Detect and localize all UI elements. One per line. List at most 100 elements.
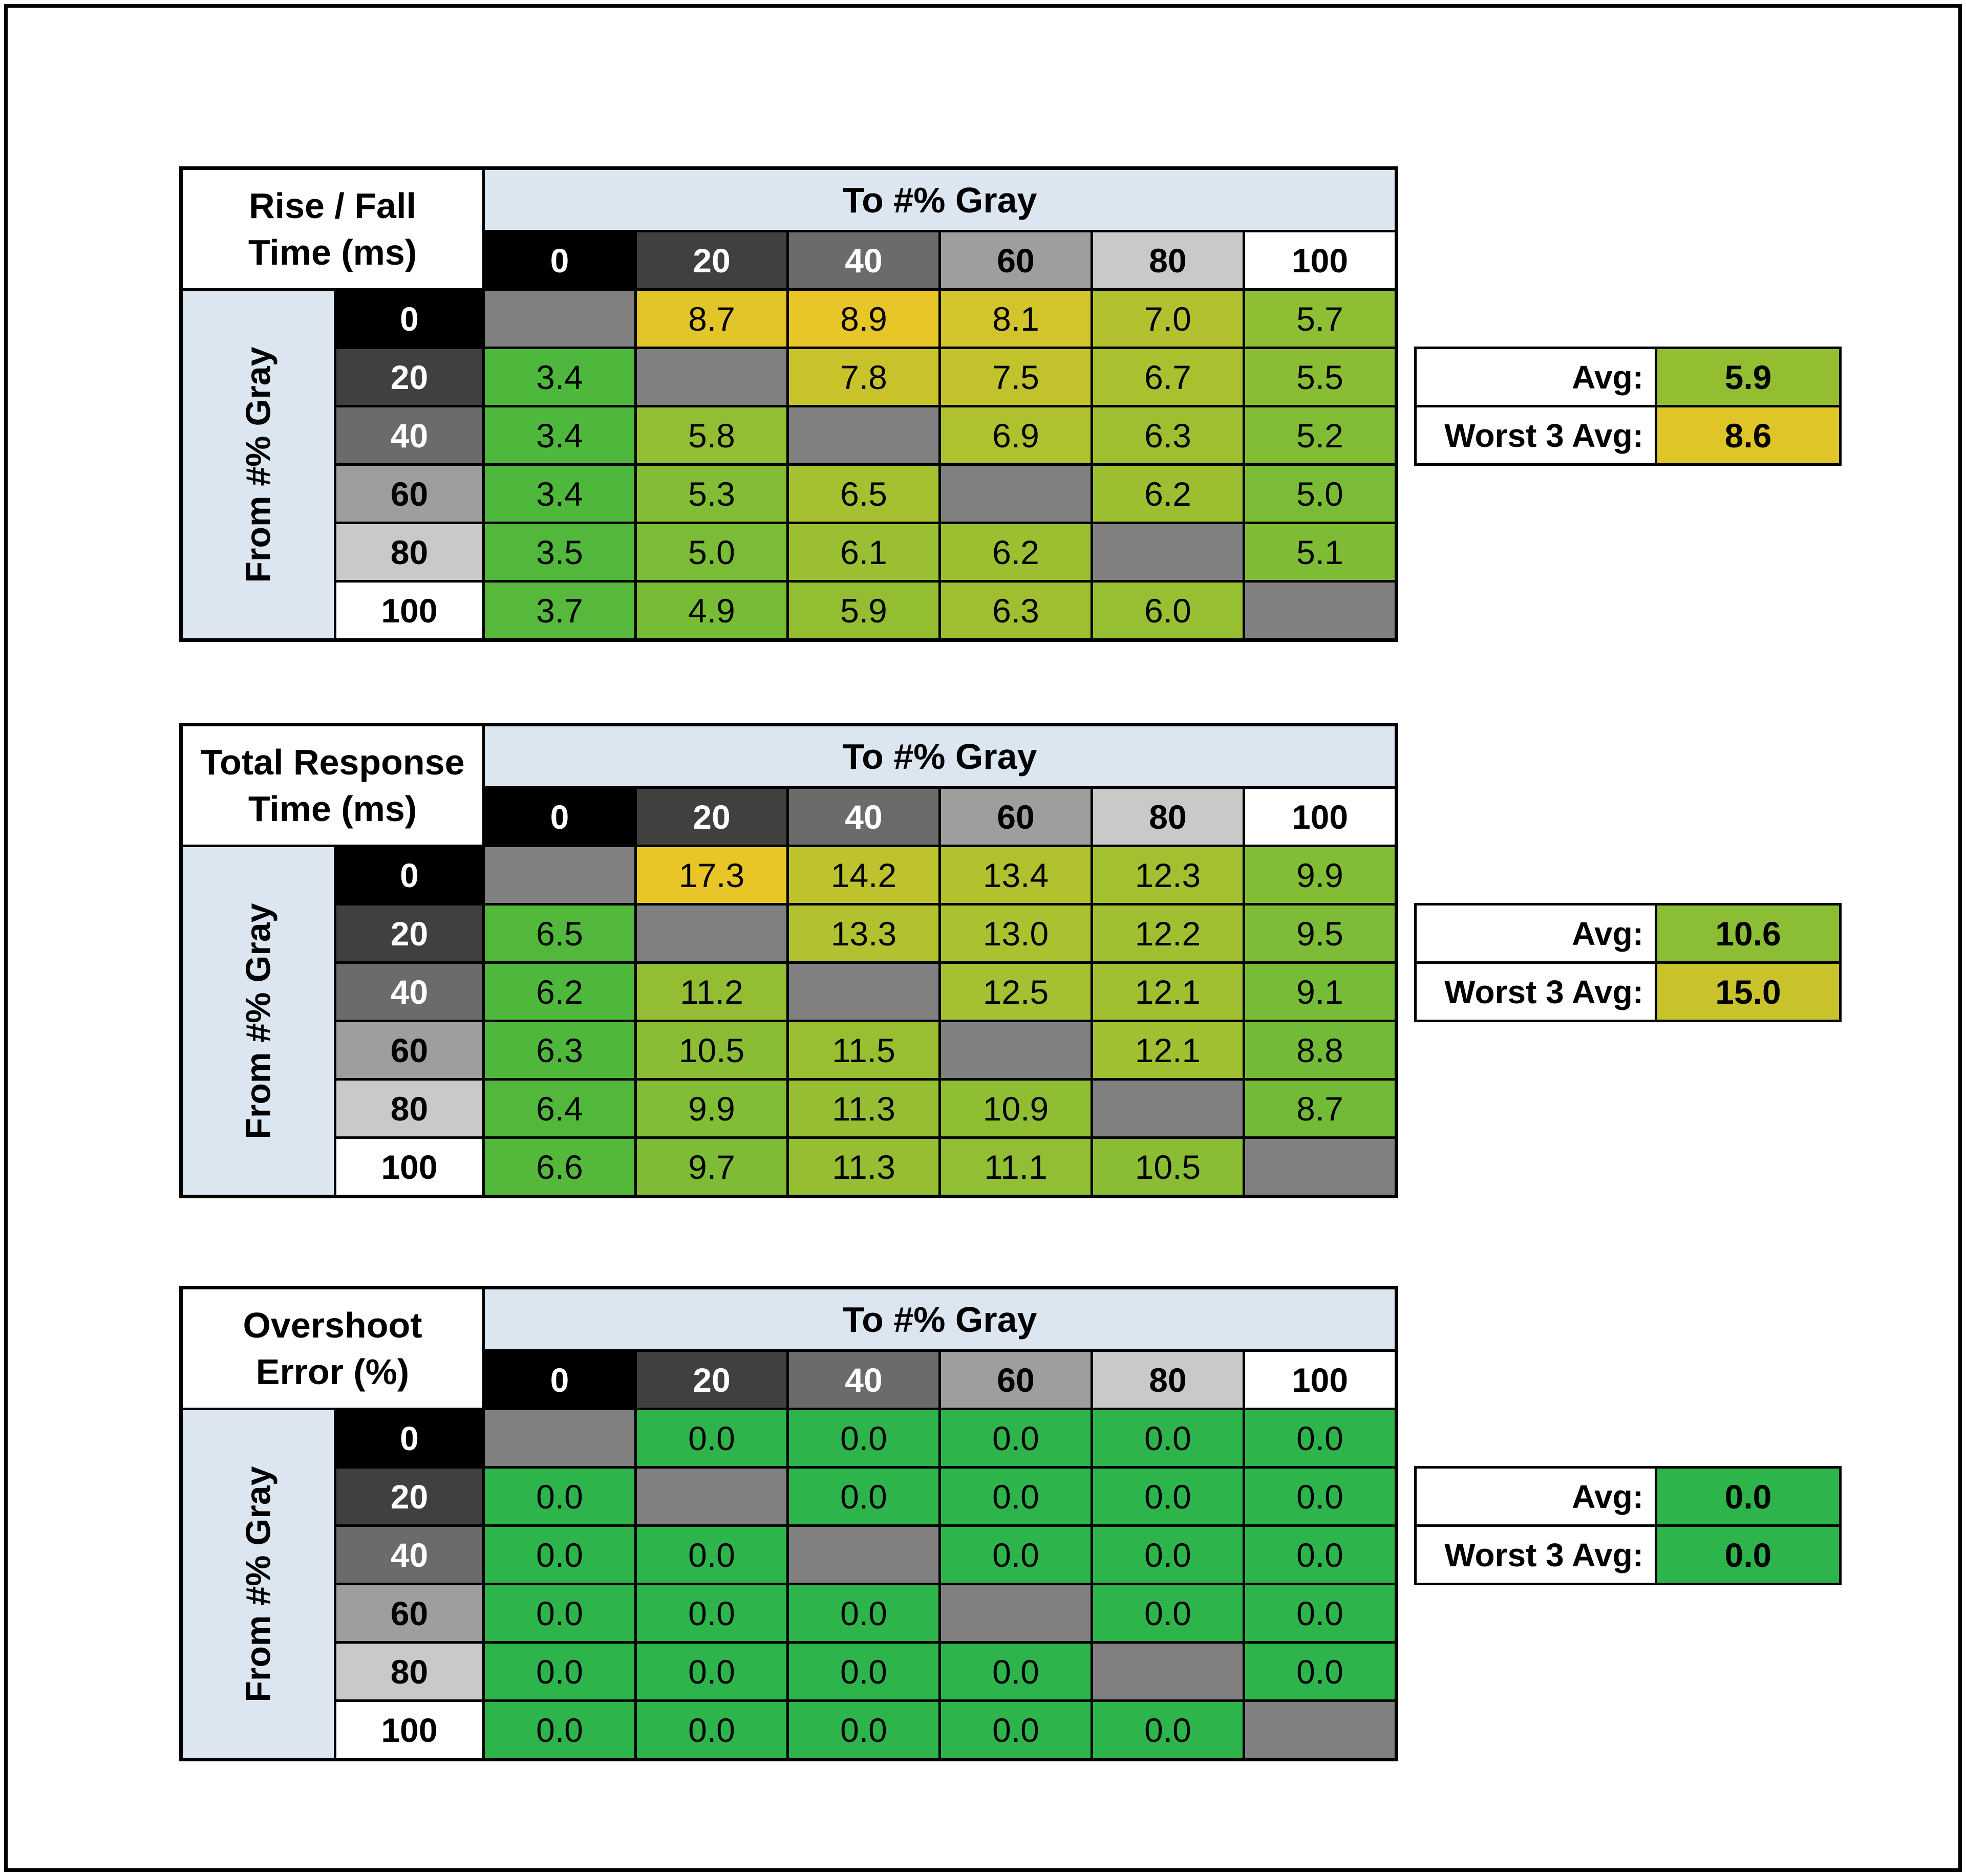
diagonal-cell bbox=[637, 1469, 786, 1524]
from-gray-label: From #% Gray bbox=[183, 847, 334, 1195]
col-header-80: 80 bbox=[1093, 1352, 1243, 1408]
value-cell: 0.0 bbox=[1245, 1469, 1395, 1524]
value-cell: 0.0 bbox=[637, 1410, 786, 1466]
table-rise-fall-time: Rise / Fall Time (ms) To #% Gray 0 20 40 60 80 1… bbox=[179, 166, 1842, 642]
avg-label: Avg: bbox=[1417, 349, 1655, 405]
row-header-80: 80 bbox=[336, 1081, 482, 1136]
worst-3-avg-value: 8.6 bbox=[1657, 407, 1839, 463]
diagonal-cell bbox=[1245, 1702, 1395, 1758]
avg-value: 0.0 bbox=[1657, 1469, 1839, 1524]
from-gray-label: From #% Gray bbox=[183, 291, 334, 638]
worst-3-avg-label: Worst 3 Avg: bbox=[1417, 964, 1655, 1020]
value-cell: 0.0 bbox=[637, 1702, 786, 1758]
diagonal-cell bbox=[485, 1410, 634, 1466]
row-header-0: 0 bbox=[336, 291, 482, 347]
to-gray-header: To #% Gray bbox=[485, 1289, 1395, 1349]
diagonal-cell bbox=[485, 847, 634, 903]
value-cell: 0.0 bbox=[485, 1644, 634, 1699]
col-header-80: 80 bbox=[1093, 232, 1243, 288]
table-title-line: Total Response bbox=[200, 742, 465, 782]
value-cell: 5.1 bbox=[1245, 524, 1395, 580]
diagonal-cell bbox=[789, 1527, 938, 1583]
value-cell: 11.2 bbox=[637, 964, 786, 1020]
value-cell: 9.5 bbox=[1245, 905, 1395, 961]
value-cell: 5.0 bbox=[637, 524, 786, 580]
row-header-0: 0 bbox=[336, 847, 482, 903]
worst-3-avg-label: Worst 3 Avg: bbox=[1417, 1527, 1655, 1583]
heatmap-grid: Total Response Time (ms) To #% Gray 0 20 40 60… bbox=[179, 723, 1398, 1198]
value-cell: 0.0 bbox=[637, 1585, 786, 1641]
row-header-40: 40 bbox=[336, 407, 482, 463]
value-cell: 0.0 bbox=[941, 1702, 1091, 1758]
value-cell: 0.0 bbox=[1245, 1644, 1395, 1699]
diagonal-cell bbox=[941, 1022, 1091, 1078]
row-header-60: 60 bbox=[336, 466, 482, 522]
col-header-40: 40 bbox=[789, 789, 938, 845]
col-header-100: 100 bbox=[1245, 789, 1395, 845]
value-cell: 6.2 bbox=[1093, 466, 1243, 522]
value-cell: 0.0 bbox=[1093, 1585, 1243, 1641]
value-cell: 3.4 bbox=[485, 407, 634, 463]
value-cell: 6.1 bbox=[789, 524, 938, 580]
value-cell: 5.5 bbox=[1245, 349, 1395, 405]
value-cell: 6.6 bbox=[485, 1139, 634, 1195]
value-cell: 11.3 bbox=[789, 1139, 938, 1195]
value-cell: 0.0 bbox=[1093, 1702, 1243, 1758]
value-cell: 0.0 bbox=[1245, 1527, 1395, 1583]
value-cell: 0.0 bbox=[1093, 1469, 1243, 1524]
value-cell: 0.0 bbox=[637, 1527, 786, 1583]
value-cell: 0.0 bbox=[485, 1702, 634, 1758]
value-cell: 7.5 bbox=[941, 349, 1091, 405]
from-gray-label-text: From #% Gray bbox=[239, 1465, 278, 1702]
value-cell: 7.0 bbox=[1093, 291, 1243, 347]
col-header-20: 20 bbox=[637, 232, 786, 288]
value-cell: 6.9 bbox=[941, 407, 1091, 463]
col-header-0: 0 bbox=[485, 232, 634, 288]
value-cell: 17.3 bbox=[637, 847, 786, 903]
row-header-0: 0 bbox=[336, 1410, 482, 1466]
value-cell: 6.5 bbox=[485, 905, 634, 961]
value-cell: 6.2 bbox=[941, 524, 1091, 580]
value-cell: 0.0 bbox=[789, 1469, 938, 1524]
col-header-60: 60 bbox=[941, 232, 1091, 288]
value-cell: 6.3 bbox=[941, 583, 1091, 638]
summary-box: Avg: 10.6 Worst 3 Avg: 15.0 bbox=[1414, 903, 1842, 1022]
value-cell: 11.1 bbox=[941, 1139, 1091, 1195]
value-cell: 7.8 bbox=[789, 349, 938, 405]
value-cell: 13.3 bbox=[789, 905, 938, 961]
value-cell: 12.2 bbox=[1093, 905, 1243, 961]
value-cell: 13.0 bbox=[941, 905, 1091, 961]
row-header-40: 40 bbox=[336, 1527, 482, 1583]
value-cell: 10.9 bbox=[941, 1081, 1091, 1136]
row-header-40: 40 bbox=[336, 964, 482, 1020]
diagonal-cell bbox=[1093, 1081, 1243, 1136]
value-cell: 8.7 bbox=[1245, 1081, 1395, 1136]
summary-box: Avg: 0.0 Worst 3 Avg: 0.0 bbox=[1414, 1466, 1842, 1585]
diagonal-cell bbox=[485, 291, 634, 347]
table-title-line: Rise / Fall bbox=[249, 185, 416, 226]
table-title: Overshoot Error (%) bbox=[183, 1289, 482, 1408]
value-cell: 0.0 bbox=[485, 1527, 634, 1583]
worst-3-avg-value: 15.0 bbox=[1657, 964, 1839, 1020]
value-cell: 0.0 bbox=[941, 1644, 1091, 1699]
table-overshoot-error: Overshoot Error (%) To #% Gray 0 20 40 60 80 100… bbox=[179, 1286, 1842, 1761]
page-frame bbox=[4, 4, 1962, 1872]
col-header-40: 40 bbox=[789, 1352, 938, 1408]
col-header-20: 20 bbox=[637, 789, 786, 845]
value-cell: 13.4 bbox=[941, 847, 1091, 903]
value-cell: 6.0 bbox=[1093, 583, 1243, 638]
value-cell: 12.1 bbox=[1093, 964, 1243, 1020]
row-header-100: 100 bbox=[336, 1702, 482, 1758]
value-cell: 0.0 bbox=[789, 1410, 938, 1466]
diagonal-cell bbox=[941, 1585, 1091, 1641]
value-cell: 0.0 bbox=[485, 1469, 634, 1524]
value-cell: 6.7 bbox=[1093, 349, 1243, 405]
row-header-80: 80 bbox=[336, 524, 482, 580]
value-cell: 11.5 bbox=[789, 1022, 938, 1078]
value-cell: 0.0 bbox=[941, 1527, 1091, 1583]
value-cell: 0.0 bbox=[941, 1410, 1091, 1466]
value-cell: 0.0 bbox=[941, 1469, 1091, 1524]
table-title: Rise / Fall Time (ms) bbox=[183, 170, 482, 288]
col-header-100: 100 bbox=[1245, 232, 1395, 288]
